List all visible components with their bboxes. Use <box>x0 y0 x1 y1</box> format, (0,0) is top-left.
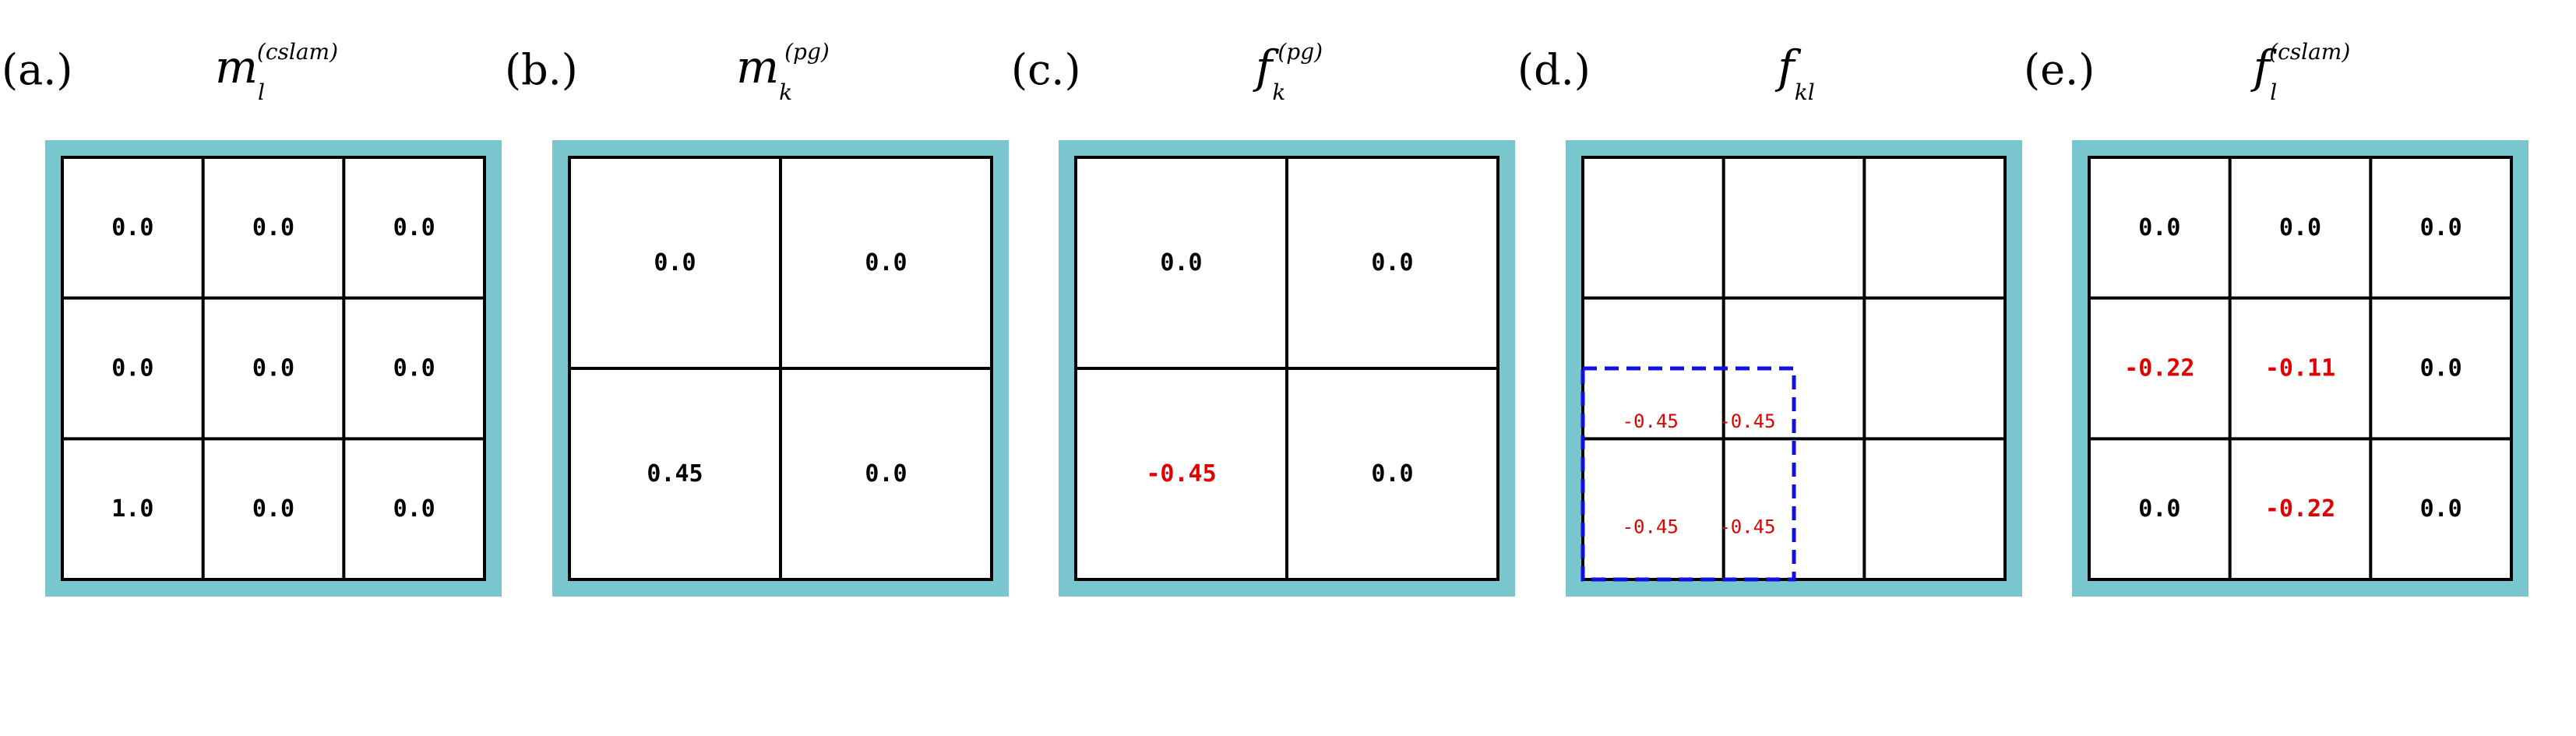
cell-value: 0.0 <box>393 355 435 382</box>
panel-title-e: fl (cslam) <box>2185 39 2419 105</box>
panel-title-c: fk (pg) <box>1172 39 1406 105</box>
grid-frame-a: 0.0 0.0 0.0 0.0 0.0 0.0 1.0 0.0 0.0 <box>45 140 502 597</box>
grid-e: 0.0 0.0 0.0 -0.22 -0.11 0.0 0.0 -0.22 0.0 <box>2088 156 2513 581</box>
cell-value: 0.0 <box>111 214 153 241</box>
cell-value: 0.0 <box>1160 249 1202 276</box>
panel-title-b: mk (pg) <box>666 39 900 105</box>
grid-border <box>2088 156 2513 581</box>
grid-frame-e: 0.0 0.0 0.0 -0.22 -0.11 0.0 0.0 -0.22 0.0 <box>2072 140 2528 597</box>
title-sup: (cslam) <box>256 39 339 65</box>
panel-label-a: (a.) <box>2 45 73 94</box>
title-sub: k <box>1272 79 1286 105</box>
grid-border <box>61 156 486 581</box>
grid-d: -0.45 -0.45 -0.45 -0.45 <box>1580 156 2007 582</box>
cell-value: 0.0 <box>393 495 435 523</box>
cell-value: 1.0 <box>111 495 153 523</box>
cell-value: -0.45 <box>1719 516 1775 537</box>
title-sub: l <box>257 79 265 105</box>
cell-value: -0.45 <box>1719 410 1775 432</box>
cell-value: -0.22 <box>2124 355 2194 382</box>
cell-value: 0.0 <box>2279 214 2321 241</box>
cell-value: 0.45 <box>647 460 703 488</box>
panel-title-a: ml (cslam) <box>160 39 393 105</box>
title-base: f <box>1778 40 1795 93</box>
cell-value: 0.0 <box>393 214 435 241</box>
grid-frame-b: 0.0 0.0 0.45 0.0 <box>552 140 1009 597</box>
grid-b: 0.0 0.0 0.45 0.0 <box>568 156 993 581</box>
title-sub: l <box>2270 79 2278 105</box>
cell-value: 0.0 <box>2420 355 2462 382</box>
cell-value: 0.0 <box>111 355 153 382</box>
title-sup: (cslam) <box>2269 39 2351 65</box>
panel-label-c: (c.) <box>1011 45 1081 94</box>
title-sup: (pg) <box>784 39 830 65</box>
title-base: f <box>1255 40 1273 93</box>
cell-value: 0.0 <box>252 214 294 241</box>
title-base: m <box>736 40 780 93</box>
cell-value: -0.45 <box>1623 410 1679 432</box>
title-sub: kl <box>1794 79 1815 105</box>
cell-value: 0.0 <box>865 249 907 276</box>
cell-value: 0.0 <box>2420 214 2462 241</box>
cell-value: -0.11 <box>2265 355 2335 382</box>
cell-value: 0.0 <box>252 355 294 382</box>
grid-frame-c: 0.0 0.0 -0.45 0.0 <box>1059 140 1515 597</box>
cell-value: 0.0 <box>2138 214 2180 241</box>
grid-a: 0.0 0.0 0.0 0.0 0.0 0.0 1.0 0.0 0.0 <box>61 156 486 581</box>
title-sup: (pg) <box>1277 39 1323 65</box>
cell-value: 0.0 <box>1371 249 1413 276</box>
highlight-region <box>1580 366 1796 582</box>
panel-title-d: fkl <box>1679 40 1913 105</box>
grid-c: 0.0 0.0 -0.45 0.0 <box>1074 156 1499 581</box>
grid-frame-d: -0.45 -0.45 -0.45 -0.45 <box>1566 140 2022 597</box>
panel-label-b: (b.) <box>505 45 578 94</box>
title-base: f <box>2253 40 2271 93</box>
title-sub: k <box>779 79 793 105</box>
panel-label-e: (e.) <box>2024 45 2095 94</box>
cell-value: 0.0 <box>2138 495 2180 523</box>
cell-value: 0.0 <box>2420 495 2462 523</box>
cell-value: 0.0 <box>865 460 907 488</box>
cell-value: -0.22 <box>2265 495 2335 523</box>
panel-label-d: (d.) <box>1517 45 1591 94</box>
grid-inner-a <box>62 157 485 579</box>
grid-inner-e <box>2089 157 2511 579</box>
cell-value: -0.45 <box>1146 460 1216 488</box>
cell-value: 0.0 <box>252 495 294 523</box>
cell-value: -0.45 <box>1623 516 1679 537</box>
cell-value: 0.0 <box>1371 460 1413 488</box>
cell-value: 0.0 <box>654 249 696 276</box>
title-base: m <box>214 40 258 93</box>
